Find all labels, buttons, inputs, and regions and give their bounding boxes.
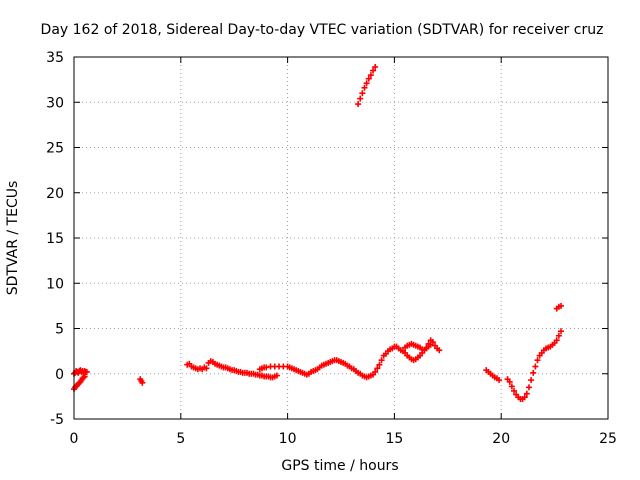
data-point — [523, 390, 530, 397]
data-point — [359, 90, 366, 97]
data-point — [525, 384, 532, 391]
data-point — [263, 364, 270, 371]
x-tick-label: 5 — [176, 431, 185, 447]
data-point — [363, 80, 370, 87]
x-tick-label: 25 — [599, 431, 617, 447]
data-point — [508, 383, 515, 390]
y-tick-label: 35 — [46, 50, 64, 66]
data-point — [139, 379, 146, 386]
plot-frame — [73, 56, 609, 420]
data-point — [427, 341, 434, 348]
data-point — [374, 365, 381, 372]
data-points — [71, 63, 565, 403]
data-point — [534, 357, 541, 364]
y-tick-label: 20 — [46, 186, 64, 202]
data-point — [203, 365, 210, 372]
x-tick-label: 15 — [385, 431, 403, 447]
data-point — [436, 347, 443, 354]
data-point — [372, 63, 379, 70]
y-tick-label: 5 — [55, 322, 64, 338]
y-tick-label: -5 — [50, 412, 64, 428]
data-point — [532, 363, 539, 370]
x-axis-label: GPS time / hours — [281, 458, 398, 474]
data-point — [370, 67, 377, 74]
x-tick-label: 10 — [279, 431, 297, 447]
data-point — [357, 95, 364, 102]
y-tick-label: 10 — [46, 276, 64, 292]
y-tick-label: 15 — [46, 231, 64, 247]
data-point — [81, 373, 88, 380]
y-tick-label: 30 — [46, 95, 64, 111]
y-axis-label: SDTVAR / TECUs — [5, 181, 21, 296]
data-point — [558, 302, 565, 309]
data-point — [273, 372, 280, 379]
data-point — [367, 72, 374, 79]
x-tick-label: 20 — [492, 431, 510, 447]
data-point — [511, 387, 518, 394]
data-point — [365, 75, 372, 82]
chart-title: Day 162 of 2018, Sidereal Day-to-day VTE… — [41, 22, 604, 38]
axis-ticks: 0 5 10 15 20 25 -5 0 5 10 15 20 25 30 35 — [46, 50, 617, 447]
data-point — [530, 369, 537, 376]
data-point — [376, 361, 383, 368]
data-point — [506, 378, 513, 385]
data-point — [553, 337, 560, 344]
data-point — [361, 84, 368, 91]
data-point — [555, 332, 562, 339]
data-point — [355, 101, 362, 108]
data-point — [521, 394, 528, 401]
grid — [74, 57, 608, 419]
data-point — [83, 368, 90, 375]
data-point — [372, 368, 379, 375]
data-point — [558, 328, 565, 335]
y-tick-label: 0 — [55, 367, 64, 383]
x-tick-label: 0 — [70, 431, 79, 447]
data-point — [496, 377, 503, 384]
data-point — [528, 377, 535, 384]
y-tick-label: 25 — [46, 141, 64, 157]
data-point — [378, 357, 385, 364]
